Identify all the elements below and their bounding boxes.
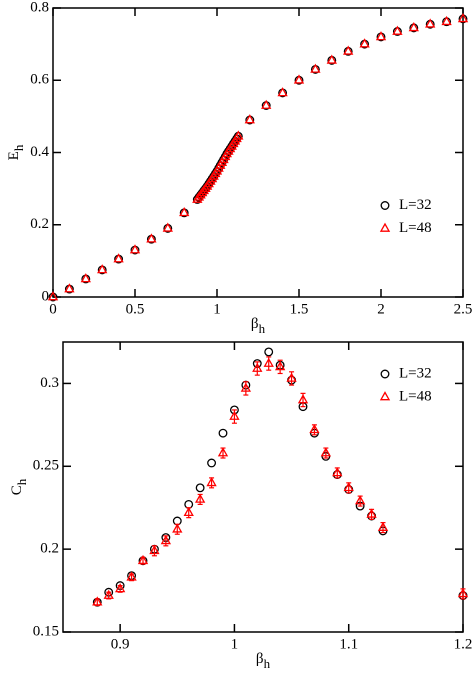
x-tick-label: 1 bbox=[213, 301, 221, 317]
x-tick-label: 2.5 bbox=[454, 301, 473, 317]
data-point bbox=[194, 493, 206, 503]
x-tick-label: 1.2 bbox=[454, 636, 473, 652]
y-tick-label: 0 bbox=[42, 288, 50, 304]
y-tick-label: 0.25 bbox=[33, 458, 59, 474]
data-point bbox=[359, 38, 370, 48]
data-point bbox=[206, 477, 217, 487]
data-point bbox=[129, 244, 141, 254]
data-point bbox=[195, 483, 205, 493]
data-point bbox=[332, 467, 343, 477]
data-point bbox=[179, 207, 190, 217]
plot-frame bbox=[52, 7, 464, 298]
axis-label-sub: h bbox=[11, 144, 26, 151]
axis-label-sub: h bbox=[264, 656, 271, 671]
y-tick-label: 0.3 bbox=[40, 375, 59, 391]
x-tick-label: 1 bbox=[231, 636, 239, 652]
data-point bbox=[320, 447, 332, 457]
legend-marker bbox=[379, 222, 391, 232]
data-point bbox=[126, 571, 137, 581]
x-tick-label: 0.9 bbox=[111, 636, 130, 652]
data-point bbox=[408, 22, 419, 32]
data-point bbox=[240, 382, 252, 392]
data-point bbox=[263, 357, 274, 367]
data-point bbox=[92, 596, 103, 606]
data-point bbox=[354, 495, 366, 505]
data-point bbox=[375, 31, 387, 41]
data-point bbox=[425, 18, 436, 28]
axis-label-main: β bbox=[251, 316, 259, 332]
data-point bbox=[343, 45, 354, 55]
data-point bbox=[97, 264, 108, 274]
legend-marker bbox=[380, 369, 390, 379]
axis-label: βh bbox=[256, 651, 271, 671]
data-point bbox=[172, 523, 183, 533]
data-point bbox=[146, 233, 157, 243]
data-point bbox=[162, 222, 173, 232]
data-point bbox=[244, 114, 255, 124]
axis-label: βh bbox=[251, 316, 266, 336]
data-point bbox=[264, 347, 274, 357]
data-point bbox=[217, 447, 229, 457]
x-tick-label: 2 bbox=[377, 301, 385, 317]
plot-frame bbox=[62, 341, 464, 633]
data-point bbox=[233, 130, 244, 140]
data-point bbox=[114, 583, 126, 593]
legend-label: L=48 bbox=[399, 388, 432, 404]
legend-marker bbox=[379, 391, 391, 401]
y-tick-label: 0.4 bbox=[30, 144, 49, 160]
data-point bbox=[207, 458, 217, 468]
legend-label: L=48 bbox=[399, 220, 432, 236]
data-point bbox=[366, 508, 377, 518]
y-tick-label: 0.2 bbox=[40, 541, 59, 557]
axis-label-sub: h bbox=[14, 478, 29, 485]
x-tick-label: 0.5 bbox=[126, 301, 145, 317]
data-point bbox=[137, 554, 149, 565]
y-tick-label: 0.6 bbox=[30, 72, 49, 88]
data-point bbox=[47, 291, 59, 301]
data-point bbox=[149, 544, 160, 555]
data-point bbox=[310, 63, 321, 73]
data-point bbox=[457, 13, 469, 23]
data-point bbox=[441, 15, 452, 26]
data-point bbox=[392, 25, 403, 35]
data-point bbox=[80, 273, 91, 283]
data-point bbox=[457, 588, 469, 598]
axis-label-main: β bbox=[256, 651, 264, 667]
data-point bbox=[286, 372, 297, 382]
data-point bbox=[309, 424, 320, 434]
data-point bbox=[293, 74, 305, 84]
y-tick-label: 0.2 bbox=[30, 216, 49, 232]
data-point bbox=[218, 428, 228, 438]
data-point bbox=[343, 482, 354, 492]
axis-label-main: E bbox=[6, 151, 22, 160]
data-point bbox=[261, 99, 272, 109]
data-point bbox=[277, 87, 288, 97]
y-tick-label: 0.8 bbox=[30, 0, 49, 15]
x-tick-label: 1.5 bbox=[290, 301, 309, 317]
legend-marker bbox=[380, 201, 390, 210]
axis-label: Ch bbox=[9, 478, 29, 495]
data-point bbox=[377, 521, 389, 531]
x-tick-label: 1.1 bbox=[339, 636, 358, 652]
data-point bbox=[183, 506, 194, 517]
legend-label: L=32 bbox=[399, 197, 432, 213]
data-point bbox=[274, 361, 286, 371]
data-point bbox=[113, 253, 124, 263]
axis-label-sub: h bbox=[259, 321, 266, 336]
axis-label: Eh bbox=[6, 144, 26, 160]
y-tick-label: 0.15 bbox=[33, 623, 59, 639]
data-point bbox=[252, 362, 263, 372]
data-point bbox=[326, 54, 337, 64]
data-point bbox=[64, 283, 75, 293]
legend-label: L=32 bbox=[399, 365, 432, 381]
data-point bbox=[229, 410, 240, 420]
data-point bbox=[160, 535, 172, 545]
axis-label-main: C bbox=[9, 485, 25, 495]
data-point bbox=[297, 394, 309, 404]
x-tick-label: 0 bbox=[49, 301, 57, 317]
data-point bbox=[103, 589, 114, 599]
